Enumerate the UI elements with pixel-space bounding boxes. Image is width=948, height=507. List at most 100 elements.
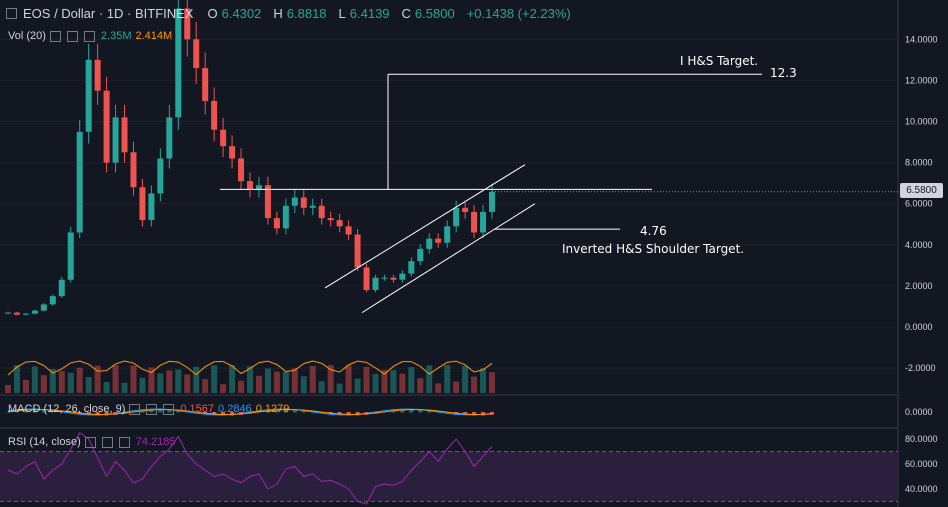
volume-bar	[184, 374, 191, 393]
volume-bar	[471, 376, 478, 393]
settings-icon[interactable]	[66, 30, 78, 42]
close-icon[interactable]	[83, 30, 95, 42]
volume-bar	[13, 365, 20, 393]
candle-body	[31, 310, 38, 314]
shoulder-target-value[interactable]: 4.76	[640, 224, 667, 238]
eye-icon[interactable]	[129, 403, 141, 415]
rsi-legend[interactable]: RSI (14, close) 74.2185	[8, 436, 176, 448]
macd-histogram-bar	[86, 412, 91, 415]
candle-body	[318, 205, 325, 219]
volume-bar	[94, 365, 101, 393]
volume-bar	[363, 367, 370, 393]
volume-bar	[444, 365, 451, 393]
volume-bar	[175, 369, 182, 393]
close-icon[interactable]	[163, 403, 175, 415]
volume-bar	[130, 365, 137, 393]
hs-target-value[interactable]: 12.3	[770, 66, 797, 80]
macd-histogram-bar	[265, 410, 270, 413]
hs-target-label[interactable]: I H&S Target.	[680, 54, 759, 68]
collapse-icon[interactable]	[6, 8, 17, 19]
volume-bar	[264, 368, 271, 393]
macd-histogram-bar	[463, 412, 468, 415]
y-tick-label: 12.0000	[905, 75, 938, 85]
volume-bar	[408, 367, 415, 393]
macd-histogram-bar	[140, 410, 145, 413]
macd-histogram-bar	[41, 409, 46, 413]
candle-body	[372, 277, 379, 291]
candle-body	[426, 238, 433, 249]
rsi-band	[0, 451, 898, 502]
volume-bar	[462, 365, 469, 393]
candle-body	[76, 131, 83, 233]
rsi-label: RSI (14, close)	[8, 436, 81, 448]
y-tick-label: 8.0000	[905, 158, 933, 168]
volume-bar	[76, 367, 83, 393]
rsi-line	[7, 432, 493, 505]
shoulder-target-label[interactable]: Inverted H&S Shoulder Target.	[562, 242, 745, 256]
macd-histogram-bar	[158, 409, 163, 413]
volume-bar	[148, 367, 155, 393]
volume-bar	[247, 366, 253, 393]
volume-bar	[480, 368, 487, 393]
candle-body	[345, 226, 352, 235]
candle-body	[157, 158, 164, 194]
eye-icon[interactable]	[84, 436, 96, 448]
open-value: 6.4302	[221, 6, 262, 21]
candle-body	[40, 304, 47, 311]
volume-ma-value: 2.414M	[135, 30, 173, 42]
macd-histogram-bar	[32, 409, 37, 413]
volume-bar	[453, 381, 460, 393]
macd-histogram-bar	[221, 412, 226, 416]
settings-icon[interactable]	[146, 403, 158, 415]
volume-bar	[193, 366, 200, 393]
volume-bar	[103, 382, 110, 393]
macd-y-tick-label: 0.0000	[905, 407, 933, 417]
candle-body	[121, 117, 128, 153]
volume-bar	[220, 384, 227, 393]
volume-bar	[354, 378, 361, 393]
volume-legend[interactable]: Vol (20) 2.35M 2.414M	[8, 30, 172, 42]
macd-histogram-bar	[391, 410, 396, 413]
symbol-title[interactable]: EOS / Dollar · 1D · BITFINEX	[23, 6, 194, 21]
volume-bar	[381, 369, 388, 393]
volume-bar	[426, 365, 433, 393]
volume-bar	[22, 379, 29, 393]
volume-ma-line	[7, 360, 493, 376]
candle-body	[273, 218, 280, 229]
candle-body	[193, 39, 200, 69]
close-icon[interactable]	[118, 436, 130, 448]
y-tick-label: 6.0000	[905, 199, 933, 209]
volume-bar	[291, 368, 298, 393]
settings-icon[interactable]	[101, 436, 113, 448]
candle-body	[247, 181, 253, 190]
macd-histogram-bar	[409, 409, 414, 413]
candle-body	[184, 8, 191, 40]
macd-legend[interactable]: MACD (12, 26, close, 9) 0.1567 0.2846 0.…	[8, 403, 289, 415]
macd-histogram-bar	[472, 412, 477, 416]
volume-bar	[336, 383, 343, 393]
volume-bar	[31, 366, 38, 393]
rsi-y-tick-label: 60.0000	[905, 459, 938, 469]
candle-body	[480, 211, 487, 233]
y-tick-label: 4.0000	[905, 240, 933, 250]
volume-bar	[327, 365, 334, 393]
candle-body	[5, 312, 11, 314]
volume-bar	[139, 377, 146, 393]
volume-bar	[417, 378, 424, 393]
macd-histogram-bar	[95, 412, 100, 416]
candle-body	[166, 117, 173, 159]
y-tick-label: 14.0000	[905, 34, 938, 44]
candle-body	[291, 197, 298, 206]
candle-body	[417, 248, 424, 262]
volume-bar	[166, 370, 173, 393]
candle-body	[309, 205, 316, 208]
rsi-y-tick-label: 80.0000	[905, 434, 938, 444]
volume-bar	[5, 385, 11, 393]
macd-histogram-bar	[346, 412, 351, 416]
rsi-y-tick-label: 40.0000	[905, 484, 938, 494]
candle-body	[211, 100, 218, 130]
y-tick-label: 10.0000	[905, 117, 938, 127]
eye-icon[interactable]	[49, 30, 61, 42]
candle-body	[390, 277, 397, 280]
